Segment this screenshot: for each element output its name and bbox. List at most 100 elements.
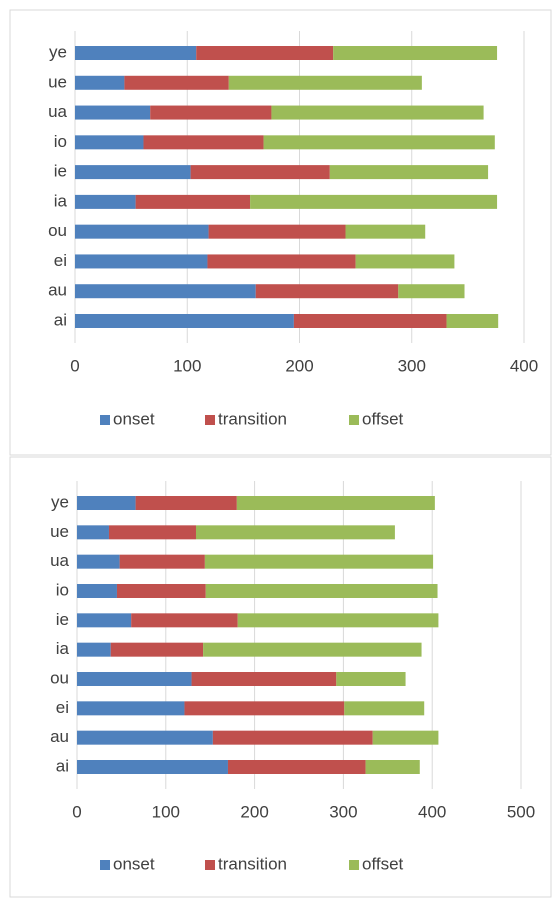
x-tick-label: 100 (173, 356, 201, 375)
y-tick-label: au (50, 727, 69, 746)
y-tick-label: ue (50, 522, 69, 541)
bar-segment (333, 46, 498, 60)
legend-label: offset (362, 854, 404, 873)
bar-segment (77, 613, 132, 628)
y-tick-label: ie (54, 162, 67, 181)
bar-segment (196, 46, 334, 60)
bar-segment (77, 701, 185, 716)
bar-segment (135, 496, 237, 510)
bar-segment (355, 254, 455, 269)
bar-segment (124, 75, 229, 90)
y-tick-label: ou (48, 221, 67, 240)
y-tick-label: ei (56, 698, 69, 717)
bar-segment (195, 525, 395, 540)
bar-segment (263, 135, 495, 150)
y-tick-label: au (48, 281, 67, 300)
bar-segment (207, 254, 356, 269)
bar-segment (184, 701, 345, 716)
bar-segment (150, 105, 272, 120)
bar-segment (205, 584, 438, 598)
bar-segment (237, 613, 439, 628)
legend-swatch (100, 415, 110, 425)
bar-segment (77, 525, 109, 540)
bar-segment (119, 554, 205, 569)
bar-segment (75, 75, 125, 90)
y-tick-label: ai (56, 756, 69, 775)
bar-segment (446, 314, 499, 328)
x-tick-label: 100 (152, 802, 180, 821)
bar-segment (208, 224, 346, 239)
bar-segment (108, 525, 196, 540)
bar-segment (131, 613, 238, 628)
bar-segment (398, 284, 465, 299)
legend-label: transition (218, 854, 287, 873)
legend-swatch (100, 860, 110, 870)
y-tick-label: ei (54, 251, 67, 270)
bar-segment (75, 284, 256, 299)
bar-segment (75, 165, 191, 180)
x-tick-label: 0 (72, 802, 81, 821)
x-tick-label: 0 (70, 356, 79, 375)
bar-segment (110, 642, 204, 657)
y-tick-label: ou (50, 668, 69, 687)
bar-segment (77, 672, 192, 686)
bar-segment (75, 194, 136, 209)
chart-frame (9, 9, 552, 456)
legend-swatch (349, 415, 359, 425)
y-tick-label: io (54, 132, 67, 151)
legend-swatch (205, 860, 215, 870)
y-tick-label: ia (54, 191, 68, 210)
bar-segment (77, 730, 213, 745)
bar-segment (75, 314, 294, 328)
y-tick-label: ua (48, 102, 67, 121)
bar-segment (345, 224, 426, 239)
bar-segment (75, 224, 209, 239)
y-tick-label: ua (50, 551, 69, 570)
bar-segment (372, 730, 439, 745)
bar-segment (77, 496, 136, 510)
bar-segment (329, 165, 489, 180)
bar-segment (190, 165, 330, 180)
y-tick-label: ye (51, 492, 69, 511)
bar-segment (77, 554, 120, 569)
bar-segment (236, 496, 435, 510)
x-tick-label: 200 (240, 802, 268, 821)
legend-swatch (349, 860, 359, 870)
y-tick-label: ie (56, 610, 69, 629)
x-tick-label: 300 (398, 356, 426, 375)
bar-segment (271, 105, 484, 120)
bar-segment (191, 672, 337, 686)
legend-label: transition (218, 409, 287, 428)
x-tick-label: 300 (329, 802, 357, 821)
legend-label: onset (113, 854, 155, 873)
y-tick-label: ue (48, 72, 67, 91)
bar-segment (227, 760, 366, 774)
chart-frame (9, 456, 552, 898)
bar-segment (204, 554, 434, 569)
bar-segment (293, 314, 447, 328)
bar-segment (336, 672, 406, 686)
bar-segment (135, 194, 251, 209)
x-tick-label: 400 (510, 356, 538, 375)
legend-swatch (205, 415, 215, 425)
bar-segment (250, 194, 498, 209)
y-tick-label: ai (54, 310, 67, 329)
y-tick-label: io (56, 580, 69, 599)
x-tick-label: 200 (285, 356, 313, 375)
y-tick-label: ye (49, 42, 67, 61)
legend-label: onset (113, 409, 155, 428)
bar-segment (203, 642, 422, 657)
bar-segment (75, 254, 208, 269)
y-tick-label: ia (56, 639, 70, 658)
bar-segment (75, 105, 151, 120)
bar-segment (75, 46, 197, 60)
bar-segment (212, 730, 373, 745)
bar-segment (365, 760, 420, 774)
bar-segment (116, 584, 206, 598)
x-tick-label: 500 (507, 802, 535, 821)
bar-segment (344, 701, 425, 716)
bar-segment (75, 135, 144, 150)
bar-segment (77, 642, 111, 657)
bar-segment (143, 135, 264, 150)
